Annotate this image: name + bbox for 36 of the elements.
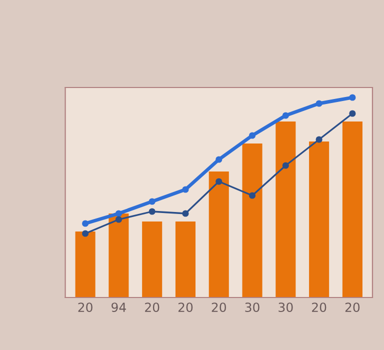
- point: [82, 220, 89, 227]
- point: [316, 136, 322, 143]
- point: [248, 132, 256, 139]
- point: [148, 208, 156, 215]
- point: [216, 156, 222, 163]
- bar: [242, 144, 262, 298]
- point: [182, 186, 189, 193]
- x-tick-label: 94: [112, 302, 126, 312]
- bar: [108, 214, 129, 298]
- point: [82, 230, 89, 237]
- bar: [75, 232, 96, 298]
- bar: [175, 222, 196, 298]
- x-tick-label: 30: [245, 302, 260, 312]
- point: [182, 210, 189, 217]
- point: [115, 216, 122, 223]
- bar: [342, 122, 362, 298]
- x-tick-label: 20: [212, 302, 226, 312]
- bar: [208, 172, 229, 298]
- bar: [276, 122, 296, 298]
- point: [282, 162, 289, 169]
- point: [316, 100, 322, 107]
- point: [282, 112, 289, 119]
- x-tick-label: 20: [78, 302, 92, 312]
- point: [349, 94, 356, 101]
- bar: [142, 222, 162, 298]
- point: [216, 178, 222, 185]
- x-tick-label: 30: [278, 302, 293, 312]
- x-tick-label: 20: [345, 302, 360, 312]
- bar: [309, 142, 330, 298]
- x-tick-label: 20: [312, 302, 326, 312]
- x-tick-label: 20: [178, 302, 193, 312]
- point: [115, 210, 122, 217]
- point: [248, 192, 256, 199]
- point: [148, 198, 156, 205]
- x-tick-label: 20: [145, 302, 160, 312]
- point: [349, 110, 356, 117]
